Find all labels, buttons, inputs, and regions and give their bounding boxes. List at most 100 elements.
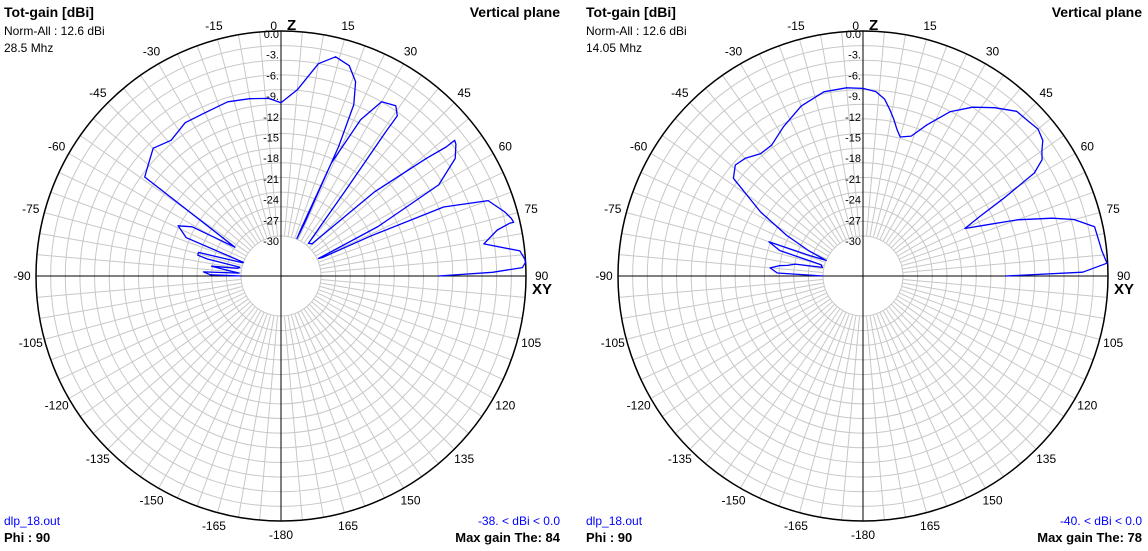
norm-label: Norm-All : 12.6 dBi xyxy=(586,24,687,38)
grid-radial xyxy=(107,303,254,450)
angle-tick-label: 75 xyxy=(524,202,538,216)
z-axis-label: Z xyxy=(287,17,296,34)
grid-radial xyxy=(869,315,907,518)
grid-radial xyxy=(140,308,259,477)
grid-radial xyxy=(58,292,245,380)
db-tick-label: -27 xyxy=(845,215,861,227)
grid-radial xyxy=(140,75,259,244)
angle-tick-label: -60 xyxy=(48,140,66,154)
grid-radial xyxy=(900,289,1094,361)
pattern-curve xyxy=(144,56,527,277)
grid-radial xyxy=(92,301,251,434)
grid-radial xyxy=(618,278,824,298)
grid-radial xyxy=(689,102,836,249)
angle-tick-label: -45 xyxy=(671,86,689,100)
grid-radial xyxy=(895,298,1064,417)
grid-radial xyxy=(123,87,256,246)
grid-radial xyxy=(80,298,249,417)
angle-tick-label: -75 xyxy=(604,202,622,216)
grid-radial xyxy=(287,34,325,237)
phi-label: Phi : 90 xyxy=(586,530,633,545)
grid-radial xyxy=(39,282,242,320)
grid-radial xyxy=(740,63,844,242)
grid-radial xyxy=(303,308,422,477)
grid-radial xyxy=(888,87,1021,246)
grid-radial xyxy=(778,45,850,239)
angle-tick-label: 15 xyxy=(341,19,355,33)
grid-radial xyxy=(36,278,242,298)
angle-tick-label: 30 xyxy=(986,45,1000,59)
grid-radial xyxy=(901,285,1100,340)
grid-radial xyxy=(290,314,345,513)
grid-radial xyxy=(58,172,245,260)
grid-radial xyxy=(283,315,303,521)
angle-tick-label: 105 xyxy=(521,336,541,350)
plane-label: Vertical plane xyxy=(1051,4,1142,20)
grid-radial xyxy=(50,191,244,263)
grid-radial xyxy=(740,310,844,489)
angle-tick-label: 60 xyxy=(1081,140,1095,154)
grid-radial xyxy=(902,282,1105,320)
grid-radial xyxy=(895,135,1064,254)
db-tick-label: -30 xyxy=(845,236,861,248)
angle-tick-label: -60 xyxy=(630,140,648,154)
grid-radial xyxy=(841,31,861,237)
grid-radial xyxy=(841,315,861,521)
grid-radial xyxy=(217,39,272,238)
grid-radial xyxy=(902,254,1108,274)
angle-tick-label: 90 xyxy=(1117,269,1131,283)
grid-radial xyxy=(705,87,838,246)
grid-radial xyxy=(177,312,265,499)
db-tick-label: -3. xyxy=(266,50,279,62)
grid-radial xyxy=(306,87,439,246)
grid-radial xyxy=(317,172,504,260)
grid-radial xyxy=(158,63,262,242)
grid-radial xyxy=(819,34,857,237)
angle-tick-label: -105 xyxy=(19,336,43,350)
grid-radial xyxy=(259,31,279,237)
angle-tick-label: 165 xyxy=(920,519,940,533)
angle-tick-label: -120 xyxy=(627,399,651,413)
z-axis-label: Z xyxy=(869,17,878,34)
grid-radial xyxy=(650,295,829,399)
grid-radial xyxy=(897,295,1076,399)
grid-radial xyxy=(901,212,1100,267)
angle-tick-label: 75 xyxy=(1106,202,1120,216)
angle-tick-label: 135 xyxy=(454,452,474,466)
grid-radial xyxy=(311,301,470,434)
grid-radial xyxy=(36,254,242,274)
grid-radial xyxy=(650,153,829,257)
db-tick-label: -27 xyxy=(263,215,279,227)
angle-tick-label: -90 xyxy=(13,269,31,283)
db-tick-label: -12 xyxy=(845,112,861,124)
xy-axis-label: XY xyxy=(532,281,552,298)
grid-radial xyxy=(311,118,470,251)
grid-radial xyxy=(674,118,833,251)
grid-radial xyxy=(294,313,366,507)
grid-radial xyxy=(799,314,854,513)
angle-tick-label: -165 xyxy=(784,519,808,533)
grid-radial xyxy=(50,289,244,361)
grid-radial xyxy=(39,232,242,270)
frequency-label: 28.5 Mhz xyxy=(4,41,54,55)
range-label: -40. < dBi < 0.0 xyxy=(1059,514,1142,528)
frequency-label: 14.05 Mhz xyxy=(586,41,643,55)
grid-radial xyxy=(893,301,1052,434)
angle-tick-label: 0 xyxy=(852,19,859,33)
polar-chart-1: 0.0 -3. -6. -9. -12 -15 -18 -21 -24 -27 -30 15 30 45 6… xyxy=(13,17,552,542)
grid-radial xyxy=(237,34,275,237)
grid-radial xyxy=(626,285,825,340)
grid-radial xyxy=(317,292,504,380)
grid-radial xyxy=(890,303,1037,450)
grid-radial xyxy=(196,313,268,507)
angle-tick-label: 150 xyxy=(400,493,420,507)
angle-tick-label: 120 xyxy=(1077,399,1097,413)
db-tick-label: -24 xyxy=(263,195,279,207)
polar-panel-2: 0.0 -3. -6. -9. -12 -15 -18 -21 -24 -27 -30 15 30 45 6… xyxy=(582,0,1148,551)
grid-radial xyxy=(902,232,1105,270)
polar-chart-2: 0.0 -3. -6. -9. -12 -15 -18 -21 -24 -27 -30 15 30 45 6… xyxy=(595,17,1134,542)
grid-radial xyxy=(890,102,1037,249)
grid-radial xyxy=(297,312,385,499)
angle-tick-label: 135 xyxy=(1036,452,1056,466)
db-tick-label: 0.0 xyxy=(264,29,279,41)
